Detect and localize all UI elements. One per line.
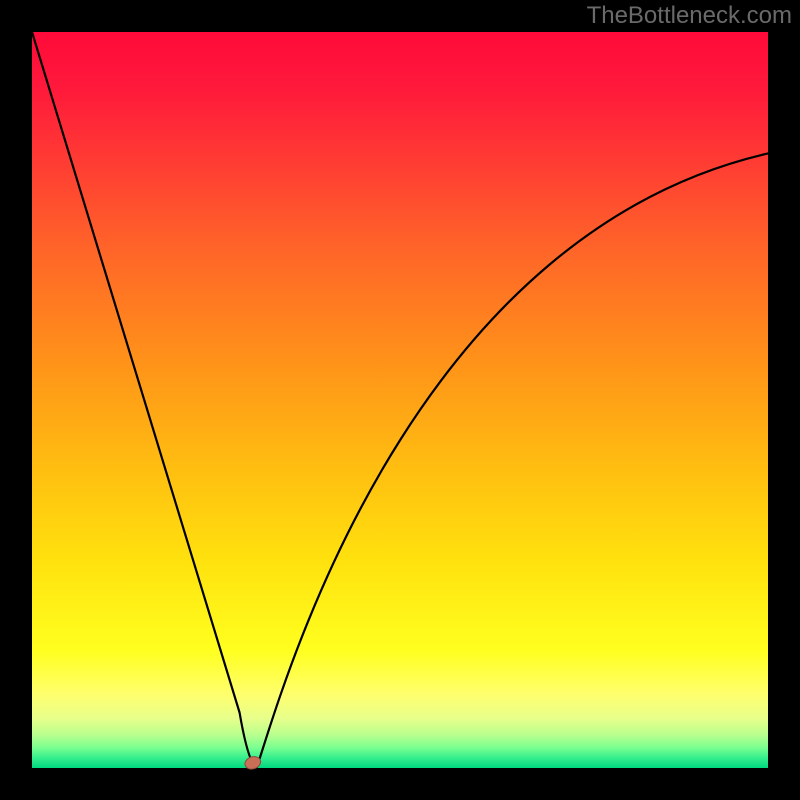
watermark-text: TheBottleneck.com bbox=[587, 2, 792, 30]
chart-container: TheBottleneck.com bbox=[0, 0, 800, 800]
chart-svg bbox=[0, 0, 800, 800]
plot-background bbox=[32, 32, 768, 768]
